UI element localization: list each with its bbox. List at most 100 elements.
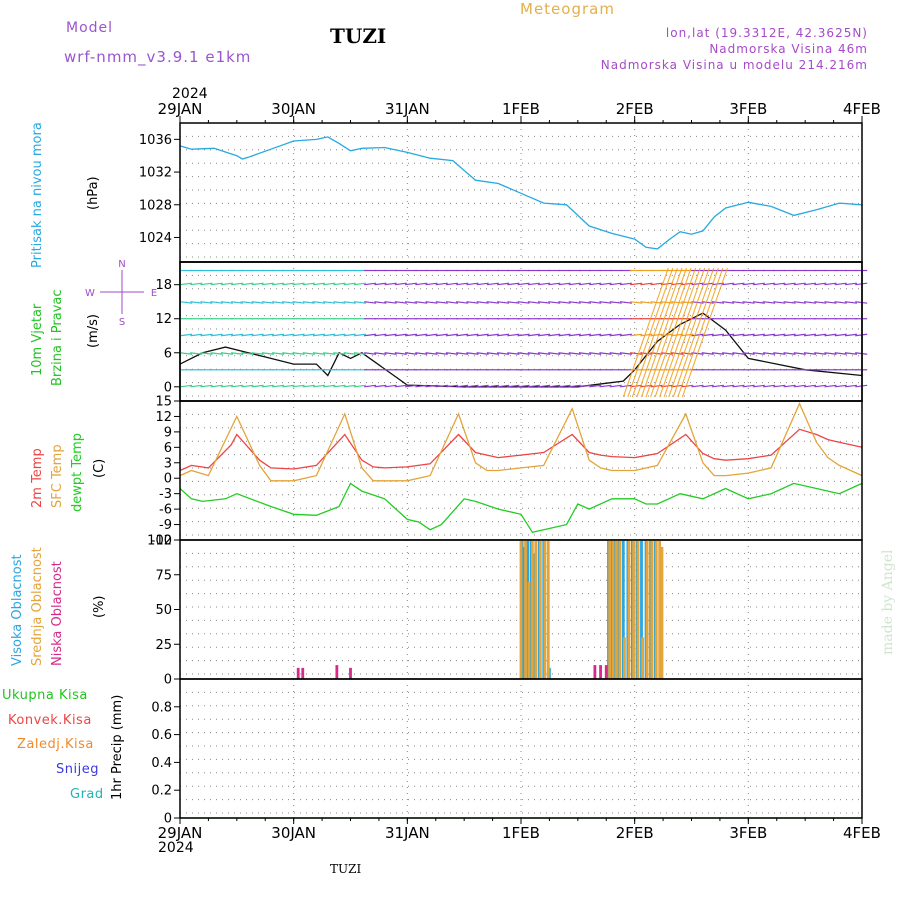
wind-arrow — [190, 333, 203, 337]
wind-arrow — [803, 384, 817, 388]
wind-arrow — [691, 282, 704, 286]
wind-arrow — [691, 384, 704, 388]
wind-arrow — [323, 282, 336, 286]
wind-arrow — [220, 352, 233, 355]
wind-arrow — [241, 282, 254, 286]
wind-arrow — [742, 352, 755, 355]
wind-arrow — [220, 333, 233, 337]
wind-arrow — [609, 384, 622, 388]
wind-arrow — [609, 352, 622, 355]
cloud-bar-2 — [593, 665, 597, 679]
wind-arrow — [732, 282, 745, 286]
compass-n: N — [118, 259, 125, 270]
wind-arrows: N S W E — [85, 259, 868, 402]
wind-arrow — [486, 333, 499, 337]
wind-arrow — [497, 333, 510, 337]
wind-arrow — [660, 301, 673, 304]
wind-arrow — [537, 282, 551, 286]
wind-arrow — [589, 352, 602, 355]
wind-arrow — [742, 282, 755, 286]
wind-arrow — [302, 333, 315, 337]
wind-arrow — [333, 301, 346, 304]
wind-arrow — [456, 333, 469, 337]
wind-arrow — [466, 333, 479, 337]
wind-arrow — [200, 352, 213, 355]
wind-arrow — [742, 301, 755, 304]
wind-arrow — [752, 384, 765, 388]
wind-arrow — [476, 301, 489, 304]
wind-arrow — [343, 301, 356, 304]
wind-arrow — [374, 352, 387, 355]
wind-arrow — [834, 301, 847, 304]
wind-arrow — [374, 282, 387, 286]
wind-arrow — [435, 282, 448, 286]
wind-arrow — [814, 333, 827, 337]
wind-arrow — [210, 282, 223, 286]
wind-arrow — [558, 333, 571, 337]
wind-arrow — [527, 333, 540, 337]
wind-arrow — [415, 352, 428, 355]
wind-arrow — [527, 282, 540, 286]
y-tick-label: 9 — [164, 425, 172, 440]
wind-arrow — [527, 301, 540, 304]
cloud-bar-1 — [527, 581, 531, 679]
elevation: Nadmorska Visina 46m — [709, 42, 868, 56]
wind-arrow — [302, 282, 315, 286]
wind-arrow — [630, 282, 643, 286]
wind-arrow — [855, 333, 868, 337]
precip-legend-hail: Grad — [70, 787, 104, 802]
wind-arrow — [231, 282, 244, 286]
wind-arrow — [660, 352, 673, 355]
wind-arrow — [364, 384, 377, 388]
panel-precipitation: 0 0.2 0.4 0.6 0.8 — [151, 678, 863, 827]
wind-arrow — [486, 384, 499, 388]
cloud-bar-1 — [608, 540, 612, 679]
cloud-bar-2 — [296, 667, 300, 679]
wind-arrow — [589, 333, 602, 337]
wind-arrow-diag — [636, 267, 683, 398]
model-elevation: Nadmorska Visina u modelu 214.216m — [600, 58, 868, 72]
wind-arrow — [353, 333, 366, 337]
wind-arrow — [445, 333, 459, 337]
y-tick-label: 0.2 — [151, 784, 172, 799]
wind-arrow — [445, 352, 459, 355]
wind-arrow — [507, 352, 520, 355]
wind-arrow — [251, 333, 264, 337]
panel-cloud: 0 25 50 75 100 — [147, 534, 863, 688]
wind-arrow — [282, 301, 295, 304]
wind-arrow — [834, 333, 847, 337]
y-tick-label: 0 — [164, 472, 172, 487]
wind-arrow — [476, 384, 489, 388]
wind-arrow — [763, 384, 776, 388]
wind-arrow — [527, 384, 540, 388]
wind-arrow — [476, 333, 489, 337]
wind-arrow — [619, 333, 632, 337]
x-tick-label-bottom: 3FEB — [729, 824, 767, 842]
wind-arrow — [210, 301, 223, 304]
wind-arrow — [507, 333, 520, 337]
x-tick-label-bottom: 30JAN — [271, 824, 316, 842]
wind-arrow — [323, 333, 336, 337]
wind-arrow — [783, 384, 796, 388]
cloud-bar-0 — [621, 540, 625, 679]
model-label: Model — [66, 20, 114, 36]
wind-arrow — [179, 333, 193, 337]
year-label-top: 2024 — [172, 86, 208, 102]
wind-arrow — [179, 301, 193, 304]
wind-arrow — [773, 282, 786, 286]
wind-arrow-diag — [677, 267, 724, 398]
wind-arrow — [353, 352, 366, 355]
y-tick-label: 50 — [155, 603, 172, 618]
compass-w: W — [85, 288, 95, 299]
wind-arrow — [855, 282, 868, 286]
x-tick-label-bottom: 2FEB — [616, 824, 654, 842]
wind-arrow — [435, 352, 448, 355]
wind-arrow — [650, 282, 663, 286]
x-tick-label-top: 4FEB — [843, 100, 881, 118]
wind-arrow-diag — [663, 267, 710, 398]
wind-arrow-diag — [622, 267, 669, 398]
wind-arrow — [251, 352, 264, 355]
wind-arrow — [855, 384, 868, 388]
